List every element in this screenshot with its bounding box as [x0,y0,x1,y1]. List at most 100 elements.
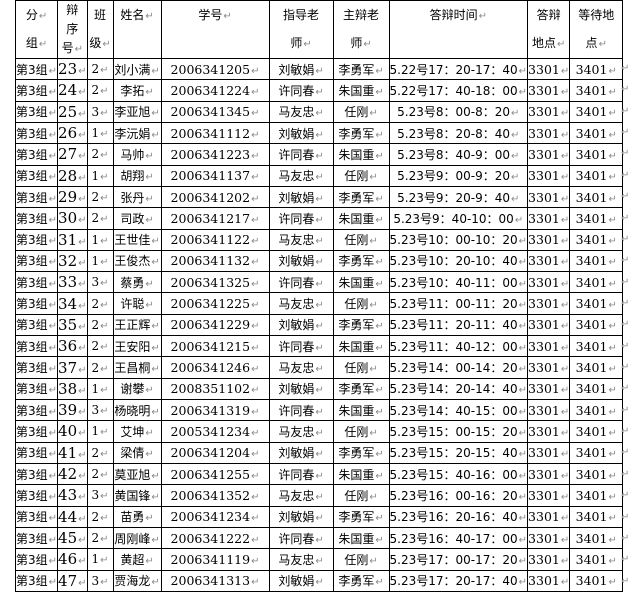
table-row: 第3组↵ 28↵ 1↵ 胡翔↵ 2006341137↵ 马友忠↵ 任刚↵ 5.23号9：00-… [14,164,624,187]
return-mark-icon: ↵ [251,513,260,525]
header-text: 班 [94,8,107,22]
cell-group: 第3组↵ [14,526,59,550]
cell-text: 3401 [575,296,608,312]
cell-text: 2 [91,339,100,354]
return-mark-icon: ↵ [560,449,570,461]
return-mark-icon: ↵ [251,385,260,397]
cell-student_id: 2006341204↵ [160,441,270,464]
return-mark-icon: ↵ [78,130,87,142]
cell-defense_room: 3301↵ [527,249,571,273]
return-mark-icon: ↵ [608,513,617,525]
cell-student_id: 2008351102↵ [160,377,270,401]
return-mark-icon: ↵ [608,427,617,439]
cell-defense_room: 3301↵ [527,356,571,379]
return-mark-icon: ↵ [315,257,324,269]
cell-text: 朱国重 [338,403,375,418]
cell-text: 任刚 [344,424,369,439]
return-mark-icon: ↵ [556,39,566,50]
cell-student_id: 2006341229↵ [160,313,270,337]
cell-main_examiner: 李勇军↵ [332,57,390,81]
return-mark-icon: ↵ [151,491,160,503]
return-mark-icon: ↵ [315,129,324,141]
return-mark-icon: ↵ [251,577,260,589]
cell-group: 第3组↵ [14,121,59,145]
cell-name: 刘小满↵ [112,57,162,81]
cell-text: 3401 [575,445,608,461]
return-mark-icon: ↵ [251,236,260,248]
cell-text: 第3组 [16,488,48,503]
cell-advisor: 许同春↵ [268,335,334,358]
return-mark-icon: ↵ [251,470,260,482]
cell-text: 李勇军 [338,574,375,589]
table-row: 第3组↵ 31↵ 1↵ 王世佳↵ 2006341122↵ 马友忠↵ 任刚↵ 5.23号10：0… [14,228,624,251]
return-mark-icon: ↵ [145,214,154,226]
return-mark-icon: ↵ [608,491,617,503]
cell-main_examiner: 任刚↵ [332,420,390,443]
return-mark-icon: ↵ [145,193,154,205]
return-mark-icon: ↵ [100,427,109,439]
cell-defense_room: 3301↵ [527,441,571,464]
cell-student_id: 2006341352↵ [160,484,270,507]
cell-text: 周刚峰 [114,531,151,546]
return-mark-icon: ↵ [48,150,58,162]
return-mark-icon: ↵ [78,151,87,163]
cell-name: 黄国锋↵ [112,484,162,507]
return-mark-icon: ↵ [560,364,570,376]
cell-text: 第3组 [16,62,48,77]
return-mark-icon: ↵ [48,406,58,418]
cell-main_examiner: 任刚↵ [332,292,390,315]
table-row: 第3组↵ 37↵ 2↵ 王昌桐↵ 2006341246↵ 马友忠↵ 任刚↵ 5.23号14：0… [14,356,624,379]
header-text: 主辩老 [343,8,380,22]
cell-advisor: 刘敏娟↵ [268,377,334,401]
return-mark-icon: ↵ [560,65,570,77]
cell-student_id: 2005341234↵ [160,420,270,443]
table-row: 第3组↵ 35↵ 2↵ 王正辉↵ 2006341229↵ 刘敏娟↵ 李勇军↵ 5.23号11：… [14,313,624,337]
cell-order: 43↵ [57,484,88,507]
return-mark-icon: ↵ [78,321,87,333]
cell-defense_time: 5.23号8：40-9：00↵ [388,143,529,166]
return-mark-icon: ↵ [369,427,378,439]
cell-text: 司政 [120,211,145,226]
cell-text: 23 [58,60,78,79]
return-mark-icon: ↵ [560,534,570,546]
cell-group: 第3组↵ [14,164,59,187]
cell-text: 刘敏娟 [278,254,315,269]
return-mark-icon: ↵ [315,449,324,461]
return-mark-icon: ↵ [560,491,570,503]
cell-text: 5.23号15：40-16：00 [389,467,518,482]
cell-text: 2006341217 [170,210,251,226]
cell-group: 第3组↵ [14,313,59,337]
cell-text: 任刚 [344,552,369,567]
return-mark-icon: ↵ [251,491,260,503]
cell-text: 2 [91,190,100,205]
cell-order: 36↵ [57,335,88,358]
cell-text: 3401 [575,232,608,248]
return-mark-icon: ↵ [375,577,384,589]
cell-class: 2↵ [86,207,114,230]
cell-text: 胡翔 [120,169,145,184]
cell-defense_room: 3301↵ [527,569,571,592]
cell-text: 3401 [575,274,608,290]
cell-group: 第3组↵ [14,377,59,401]
cell-waiting_room: 3401↵ [569,398,624,422]
cell-text: 第3组 [16,211,48,226]
header-text: 答辩 [536,8,561,22]
return-mark-icon: ↵ [251,342,260,354]
cell-text: 任刚 [344,233,369,248]
cell-student_id: 2006341313↵ [160,569,270,592]
cell-name: 蔡勇↵ [112,271,162,294]
cell-defense_room: 3301↵ [527,548,571,571]
cell-student_id: 2006341202↵ [160,185,270,209]
cell-text: 任刚 [344,105,369,120]
row-end-mark-icon: ↵ [621,63,628,74]
return-mark-icon: ↵ [100,129,109,141]
cell-text: 谢攀 [120,382,145,397]
return-mark-icon: ↵ [315,236,324,248]
cell-text: 3401 [575,125,608,141]
cell-text: 3401 [575,317,608,333]
return-mark-icon: ↵ [251,214,260,226]
cell-advisor: 马友忠↵ [268,420,334,443]
cell-text: 2006341132 [170,253,251,269]
cell-main_examiner: 任刚↵ [332,548,390,571]
